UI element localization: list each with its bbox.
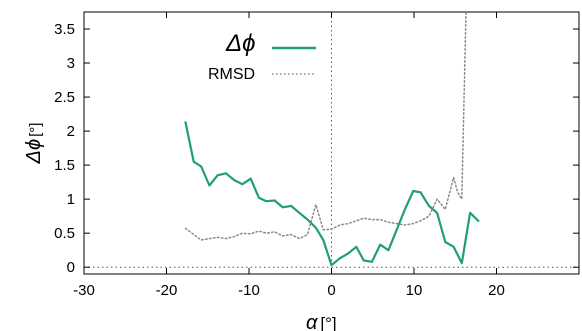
x-axis-symbol: α (306, 312, 318, 331)
y-tick-label: 1.5 (54, 157, 75, 174)
y-tick-label: 0 (67, 259, 75, 276)
legend-label-rmsd: RMSD (208, 66, 255, 83)
x-axis-unit: [°] (320, 314, 336, 331)
series-line-delta-phi (184, 121, 480, 267)
y-tick-label: 2.5 (54, 89, 75, 106)
x-tick-label: 20 (488, 282, 505, 299)
y-tick-label: 2 (67, 123, 75, 140)
y-tick-label: 0.5 (54, 225, 75, 242)
x-tick-label: -30 (73, 282, 95, 299)
y-axis-label: Δϕ [°] (23, 123, 45, 165)
x-tick-label: 0 (327, 282, 335, 299)
x-tick-label: -20 (156, 282, 178, 299)
y-tick-label: 1 (67, 191, 75, 208)
y-axis-unit: [°] (27, 123, 44, 137)
y-tick-label: 3 (67, 55, 75, 72)
series-line-rmsd (184, 11, 467, 241)
x-tick-label: -10 (238, 282, 260, 299)
legend: Δϕ RMSD (208, 30, 316, 83)
x-axis-label: α [°] (306, 312, 337, 331)
y-tick-label: 3.5 (54, 21, 75, 38)
y-axis-symbol: Δϕ (23, 139, 45, 165)
x-tick-label: 10 (406, 282, 423, 299)
legend-label-delta-phi: Δϕ (225, 30, 255, 57)
